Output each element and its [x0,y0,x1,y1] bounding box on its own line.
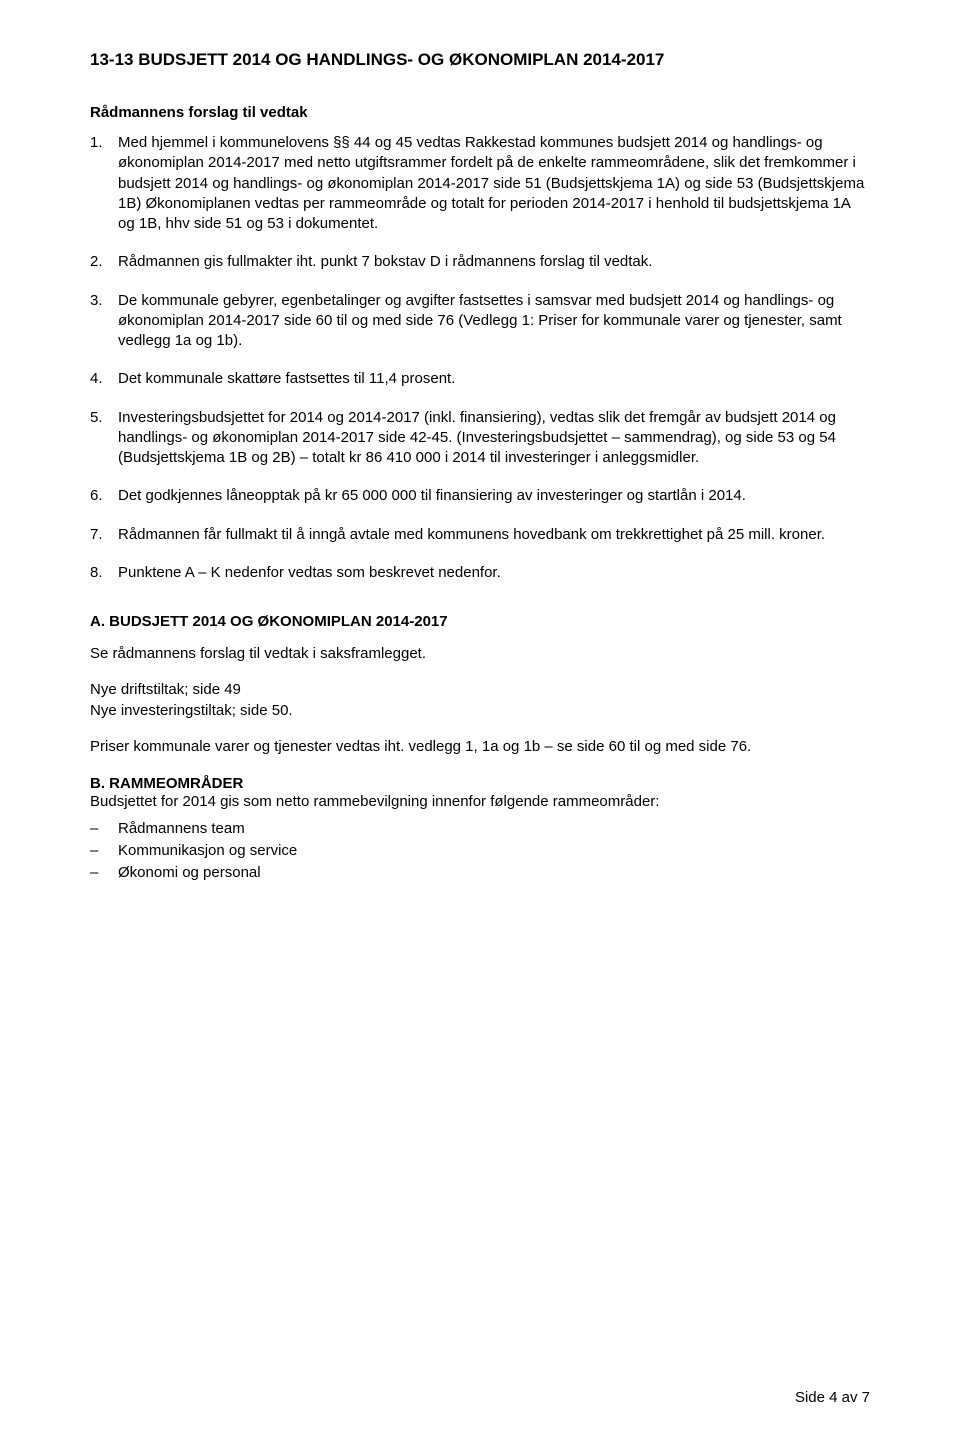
section-a-p1: Se rådmannens forslag til vedtak i saksf… [90,644,870,664]
list-item: De kommunale gebyrer, egenbetalinger og … [90,291,870,352]
list-item: Rådmannen gis fullmakter iht. punkt 7 bo… [90,252,870,272]
section-b-heading: B. RAMMEOMRÅDER [90,775,870,792]
document-page: 13-13 BUDSJETT 2014 OG HANDLINGS- OG ØKO… [0,0,960,1442]
proposal-subtitle: Rådmannens forslag til vedtak [90,104,870,121]
page-title: 13-13 BUDSJETT 2014 OG HANDLINGS- OG ØKO… [90,50,870,70]
dash-item: Økonomi og personal [90,862,870,884]
section-a-heading: A. BUDSJETT 2014 OG ØKONOMIPLAN 2014-201… [90,613,870,630]
section-b-intro: Budsjettet for 2014 gis som netto rammeb… [90,792,870,812]
section-a-p3: Nye investeringstiltak; side 50. [90,701,870,721]
section-a-p2: Nye driftstiltak; side 49 [90,680,870,700]
list-item: Investeringsbudsjettet for 2014 og 2014-… [90,408,870,469]
list-item: Det godkjennes låneopptak på kr 65 000 0… [90,486,870,506]
list-item: Punktene A – K nedenfor vedtas som beskr… [90,563,870,583]
list-item: Rådmannen får fullmakt til å inngå avtal… [90,525,870,545]
dash-item: Rådmannens team [90,818,870,840]
ramme-list: Rådmannens team Kommunikasjon og service… [90,818,870,883]
dash-item: Kommunikasjon og service [90,840,870,862]
page-footer: Side 4 av 7 [795,1389,870,1406]
resolution-list: Med hjemmel i kommunelovens §§ 44 og 45 … [90,133,870,583]
list-item: Det kommunale skattøre fastsettes til 11… [90,369,870,389]
section-a-p4: Priser kommunale varer og tjenester vedt… [90,737,870,757]
list-item: Med hjemmel i kommunelovens §§ 44 og 45 … [90,133,870,234]
